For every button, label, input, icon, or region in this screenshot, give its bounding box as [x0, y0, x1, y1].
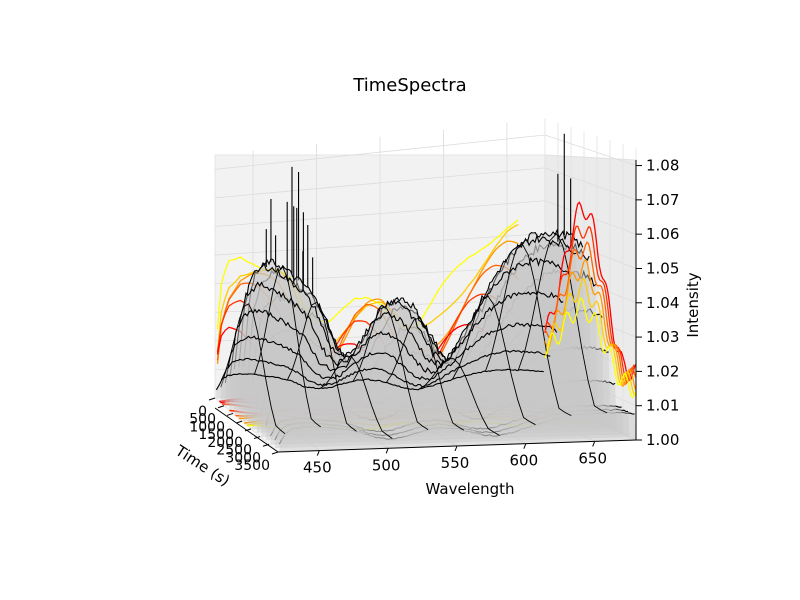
right-projection	[544, 240, 637, 386]
x-tick-label: 650	[578, 449, 607, 467]
y-tick-label: 0	[198, 404, 207, 420]
x-tick-label: 550	[441, 454, 470, 472]
y-tick-label: 1500	[198, 427, 234, 443]
surface-wire	[220, 303, 286, 435]
spectrum-line	[278, 411, 635, 445]
chart-title: TimeSpectra	[352, 75, 466, 96]
spectrum-line	[229, 290, 564, 378]
z-tick-label: 1.07	[646, 191, 679, 209]
z-tick-label: 1.05	[646, 259, 679, 277]
z-tick-label: 1.03	[646, 328, 679, 346]
back-projection	[216, 223, 519, 353]
x-ticks: 450 500 550 600 650	[303, 441, 607, 477]
surface-wire	[352, 305, 429, 430]
y-tick	[235, 420, 243, 424]
surface-wire	[253, 266, 321, 428]
floor-contour	[238, 411, 575, 421]
surface-fill	[243, 230, 585, 422]
right-projection	[544, 297, 637, 399]
x-tick	[592, 441, 596, 447]
z-tick-label: 1.08	[646, 157, 679, 175]
z-tick-label: 1.02	[646, 362, 679, 380]
x-tick-label: 600	[510, 452, 539, 470]
spectrum-line	[274, 408, 629, 441]
surface-fill	[265, 380, 617, 441]
x-axis-label: Wavelength	[426, 480, 515, 498]
surface-wire	[385, 317, 465, 431]
x-tick	[316, 450, 320, 456]
right-projection	[544, 258, 637, 390]
floor-contour	[220, 399, 560, 407]
y-tick-label: 1000	[189, 419, 225, 435]
y-tick	[217, 405, 225, 409]
spectrum-line	[265, 379, 616, 426]
y-gridline	[241, 131, 585, 422]
z-tick-label: 1.00	[646, 431, 679, 449]
z-tick-label: 1.04	[646, 294, 679, 312]
surface-fill	[256, 307, 604, 433]
spectrum-line	[215, 368, 544, 391]
spectrum-line	[233, 256, 571, 370]
x-tick	[523, 443, 527, 449]
z-tick-label: 1.06	[646, 225, 679, 243]
surface-fill	[238, 235, 578, 418]
spectrum-line	[256, 306, 603, 403]
back-projection	[216, 293, 519, 388]
y-tick-label: 2000	[207, 435, 243, 451]
back-projection	[216, 264, 519, 379]
y-gridline	[259, 139, 611, 437]
y-tick-label: 3500	[234, 458, 270, 474]
spectrum-line	[224, 322, 558, 383]
surface-wire	[320, 355, 393, 439]
surface-fill	[270, 405, 623, 445]
spectrum-line	[251, 268, 597, 387]
y-tick-label: 500	[189, 412, 216, 428]
spectrum-line	[220, 349, 551, 388]
y-tick	[208, 397, 216, 401]
spectrum-line	[269, 404, 622, 437]
x-tick-label: 500	[372, 456, 401, 474]
spectra-surface	[215, 133, 636, 452]
y-tick-label: 3000	[225, 450, 261, 466]
y-tick	[271, 451, 279, 455]
surface-wire	[517, 233, 608, 414]
surface-wire	[484, 243, 572, 417]
x-tick	[385, 448, 389, 454]
z-axis-label: Intensity	[684, 272, 702, 337]
y-tick	[244, 428, 252, 432]
y-tick	[262, 443, 270, 447]
y-tick	[226, 412, 234, 416]
surface-fill	[247, 242, 591, 425]
y-gridline	[250, 135, 598, 430]
surface-wire	[286, 301, 357, 432]
floor-contour	[219, 397, 548, 404]
y-tick	[253, 436, 261, 440]
z-ticks: 1.00 1.01 1.02 1.03 1.04 1.05 1.06 1.07 1.08	[636, 157, 679, 449]
z-tick-label: 1.01	[646, 397, 679, 415]
x-tick	[454, 445, 458, 452]
y-tick-label: 2500	[216, 443, 252, 459]
right-projection	[544, 225, 636, 384]
x-tick-label: 450	[303, 459, 332, 477]
surface-wire	[451, 295, 536, 426]
right-wall-projections	[544, 201, 637, 399]
y-gridline	[268, 144, 624, 445]
